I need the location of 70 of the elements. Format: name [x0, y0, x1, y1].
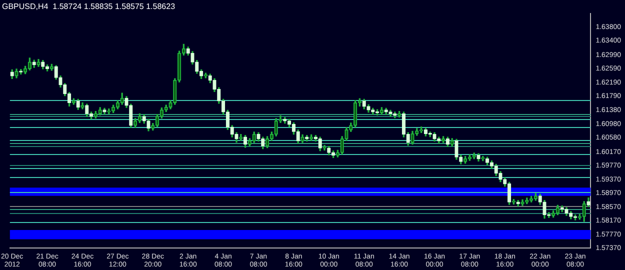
candlestick — [155, 114, 160, 128]
candlestick — [410, 130, 414, 145]
candlestick — [278, 115, 282, 123]
candlestick — [80, 102, 84, 110]
candlestick — [300, 134, 304, 143]
candlestick — [54, 65, 58, 80]
candlestick — [331, 150, 336, 158]
candlestick — [476, 153, 480, 162]
candlestick — [463, 156, 468, 164]
candlestick — [578, 214, 582, 220]
candlestick — [485, 156, 490, 166]
candlestick — [490, 160, 494, 169]
candlestick — [397, 110, 402, 118]
candlestick — [534, 193, 538, 201]
candlestick — [573, 214, 578, 220]
candlestick — [494, 164, 498, 176]
candlestick — [160, 108, 164, 119]
candlestick — [371, 108, 375, 115]
candlestick — [542, 200, 546, 219]
candlestick — [292, 122, 296, 135]
candlestick — [151, 123, 155, 131]
candlestick — [538, 194, 542, 205]
candlestick — [107, 108, 111, 114]
candlestick — [10, 69, 14, 79]
candlestick — [94, 110, 98, 119]
candlestick — [138, 113, 142, 123]
candlestick — [507, 182, 512, 205]
candlestick — [366, 104, 370, 113]
candlestick — [388, 110, 392, 116]
candlestick — [459, 154, 463, 164]
chart-title: GBPUSD,H4 1.58724 1.58835 1.58575 1.58623 — [2, 2, 176, 12]
candlestick — [129, 104, 133, 128]
candlestick — [190, 51, 194, 64]
candlestick — [305, 135, 309, 142]
candlestick — [50, 64, 54, 71]
candlestick — [529, 196, 534, 202]
candlestick — [146, 118, 150, 132]
candlestick — [98, 107, 102, 116]
candlestick — [380, 107, 384, 115]
candlestick — [221, 98, 226, 115]
candlestick — [102, 108, 106, 114]
candlestick — [142, 114, 146, 124]
candlestick — [85, 104, 89, 117]
candlestick — [76, 98, 80, 110]
candlestick — [318, 136, 322, 152]
candlestick — [265, 136, 270, 148]
candlestick — [124, 96, 128, 108]
candlestick — [239, 134, 243, 141]
candlestick — [454, 138, 458, 160]
candlestick — [19, 68, 23, 74]
candlestick — [424, 128, 428, 136]
candlestick — [45, 64, 50, 72]
candlestick — [336, 150, 340, 158]
candlestick — [283, 117, 287, 124]
candlestick — [582, 201, 586, 222]
candlestick — [362, 98, 366, 110]
candlestick — [274, 118, 278, 136]
candlestick — [111, 104, 116, 113]
candlestick — [322, 145, 326, 150]
candlestick — [520, 199, 524, 206]
candlestick — [256, 132, 260, 142]
candlestick — [384, 108, 388, 115]
candlestick — [560, 206, 564, 212]
candlestick — [309, 134, 314, 141]
candlestick — [261, 136, 265, 150]
candlestick — [432, 132, 436, 142]
candlestick — [14, 68, 18, 78]
candlestick — [516, 200, 520, 207]
candlestick — [393, 112, 397, 118]
candlestick — [564, 207, 568, 216]
